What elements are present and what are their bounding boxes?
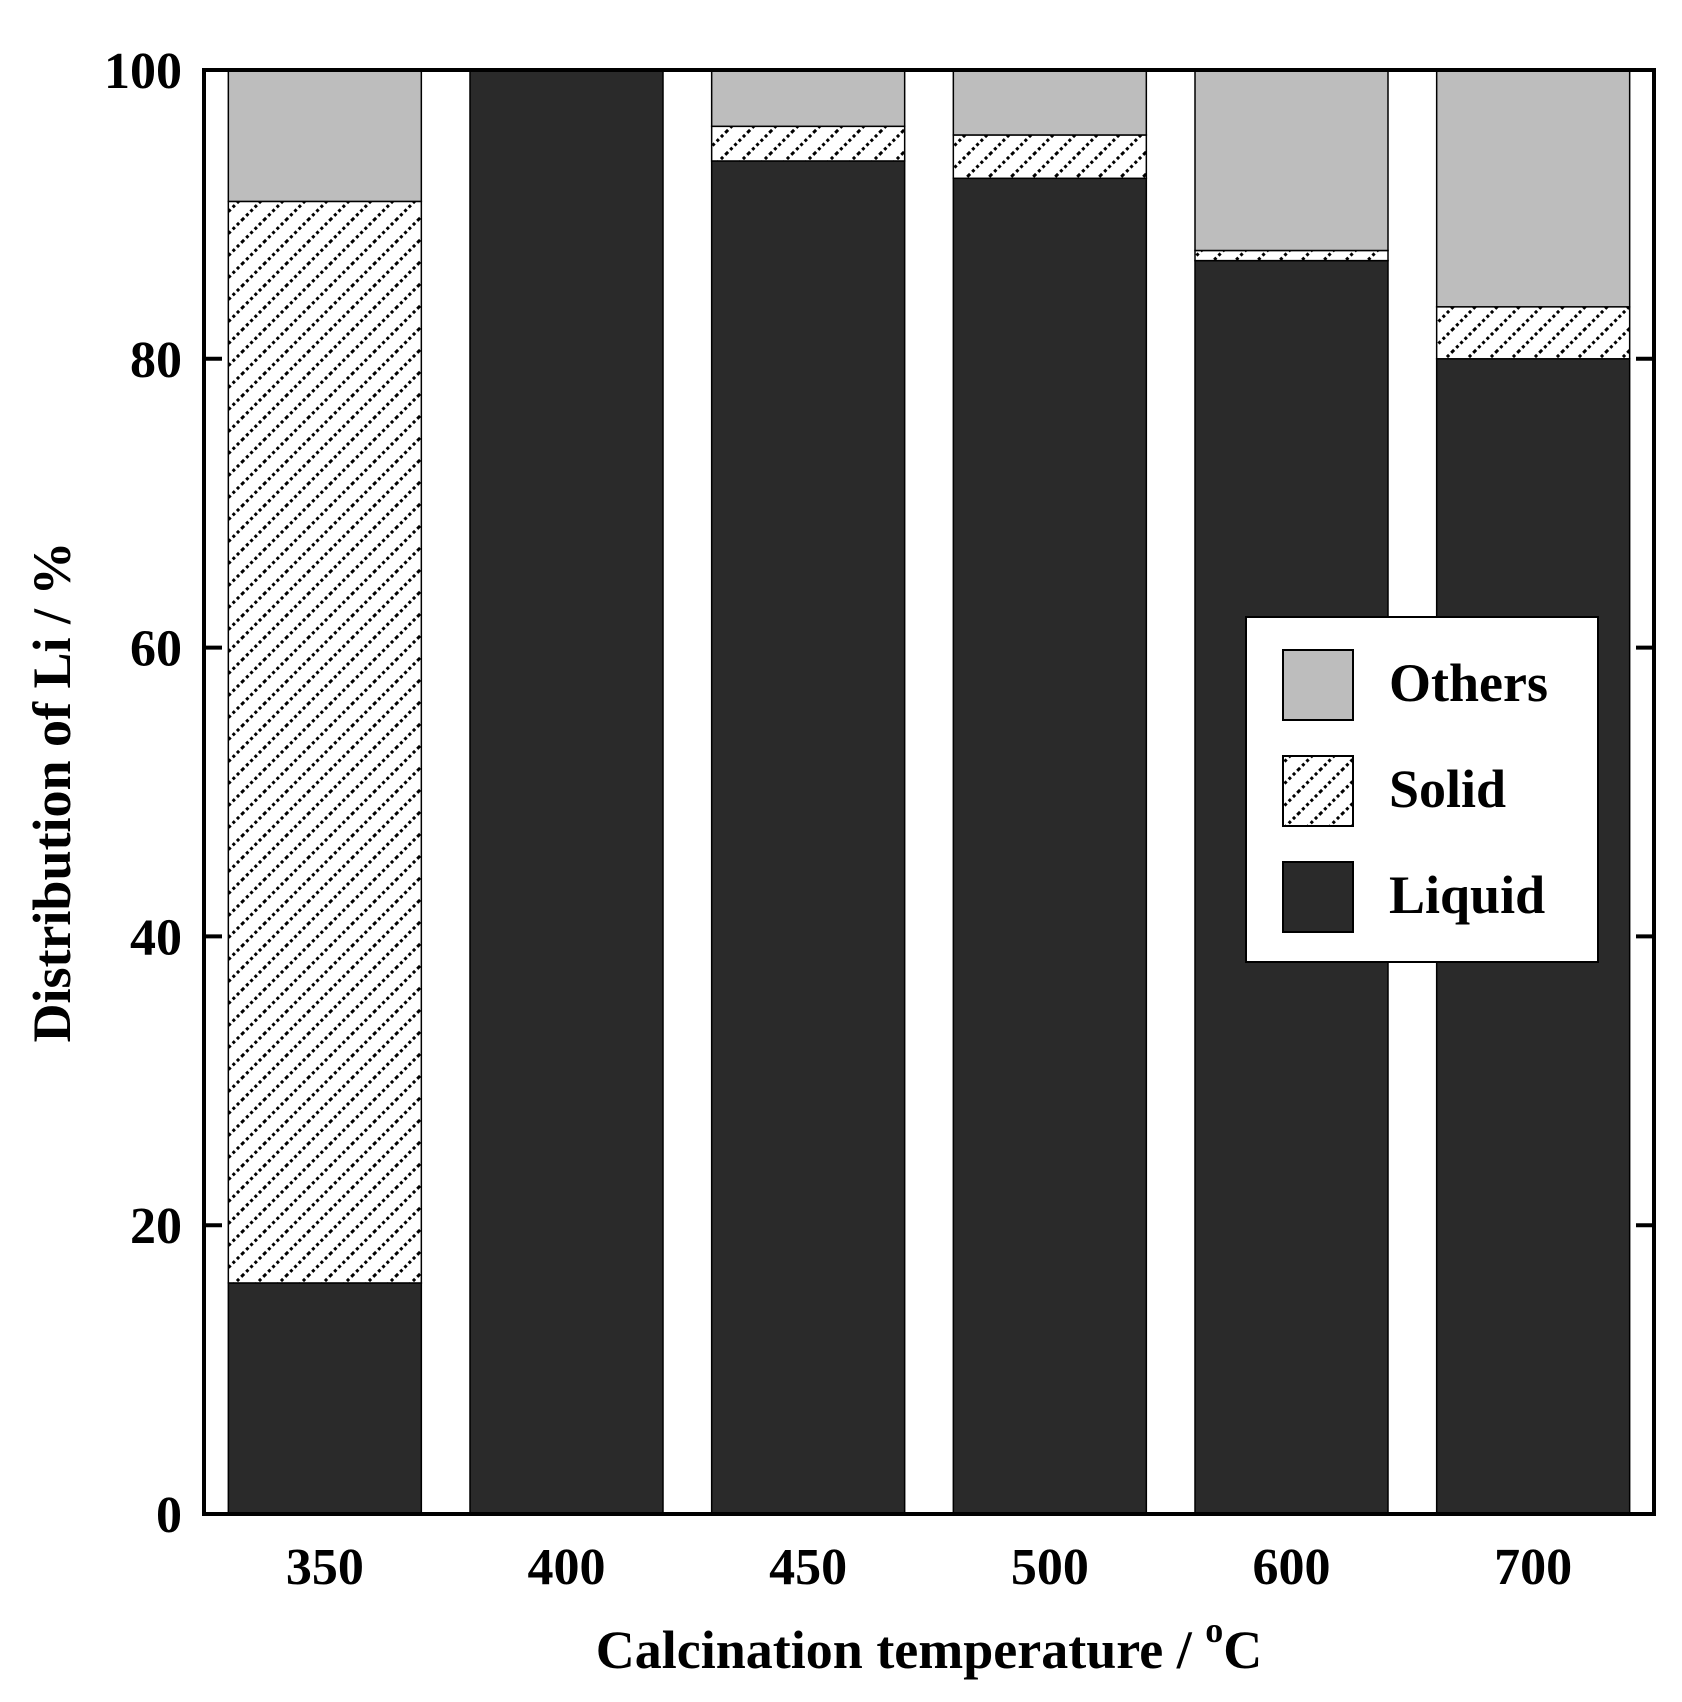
bar-solid-450: [710, 125, 906, 162]
legend-swatch-solid: [1282, 755, 1354, 827]
bar-others-350: [227, 69, 423, 203]
bar-solid-700: [1435, 306, 1631, 360]
bar-others-500: [952, 69, 1148, 136]
y-tick-label-0: 0: [156, 1487, 182, 1544]
bar-liquid-500: [952, 177, 1148, 1515]
y-tick-label-20: 20: [130, 1198, 182, 1255]
legend-label-solid: Solid: [1389, 759, 1506, 819]
legend-label-liquid: Liquid: [1389, 865, 1545, 925]
bar-solid-600: [1194, 249, 1389, 262]
bar-liquid-400: [469, 69, 664, 1515]
legend-swatch-others: [1282, 649, 1354, 721]
bar-liquid-350: [227, 1282, 423, 1515]
bar-others-700: [1435, 69, 1631, 308]
x-tick-label-400: 400: [528, 1539, 606, 1596]
legend: Others Solid Liquid: [1245, 616, 1599, 963]
x-ticks: 350 400 450 500 600 700: [286, 1539, 1572, 1596]
x-tick-label-700: 700: [1494, 1539, 1572, 1596]
y-axis-label: Distribution of Li / %: [22, 541, 82, 1042]
y-tick-label-100: 100: [104, 43, 182, 100]
bar-liquid-450: [710, 160, 906, 1515]
x-axis-label-degree: o: [1205, 1610, 1223, 1650]
legend-label-others: Others: [1389, 653, 1548, 713]
y-tick-label-60: 60: [130, 621, 182, 678]
bar-others-450: [710, 69, 906, 128]
x-axis-label-main: Calcination temperature /: [596, 1620, 1205, 1680]
x-tick-label-450: 450: [769, 1539, 847, 1596]
bar-others-600: [1194, 69, 1389, 252]
x-axis-label: Calcination temperature / oC: [596, 1610, 1262, 1680]
x-tick-label-500: 500: [1011, 1539, 1089, 1596]
plot-frame: [202, 68, 1656, 1516]
bar-solid-500: [952, 134, 1148, 180]
y-ticks: 0 20 40 60 80 100: [104, 43, 1654, 1544]
legend-swatch-liquid: [1282, 861, 1354, 933]
x-tick-label-350: 350: [286, 1539, 364, 1596]
bar-solid-350: [227, 200, 423, 1284]
y-tick-label-80: 80: [130, 332, 182, 389]
x-tick-label-600: 600: [1253, 1539, 1331, 1596]
y-tick-label-40: 40: [130, 909, 182, 966]
x-axis-label-unit: C: [1223, 1620, 1262, 1680]
